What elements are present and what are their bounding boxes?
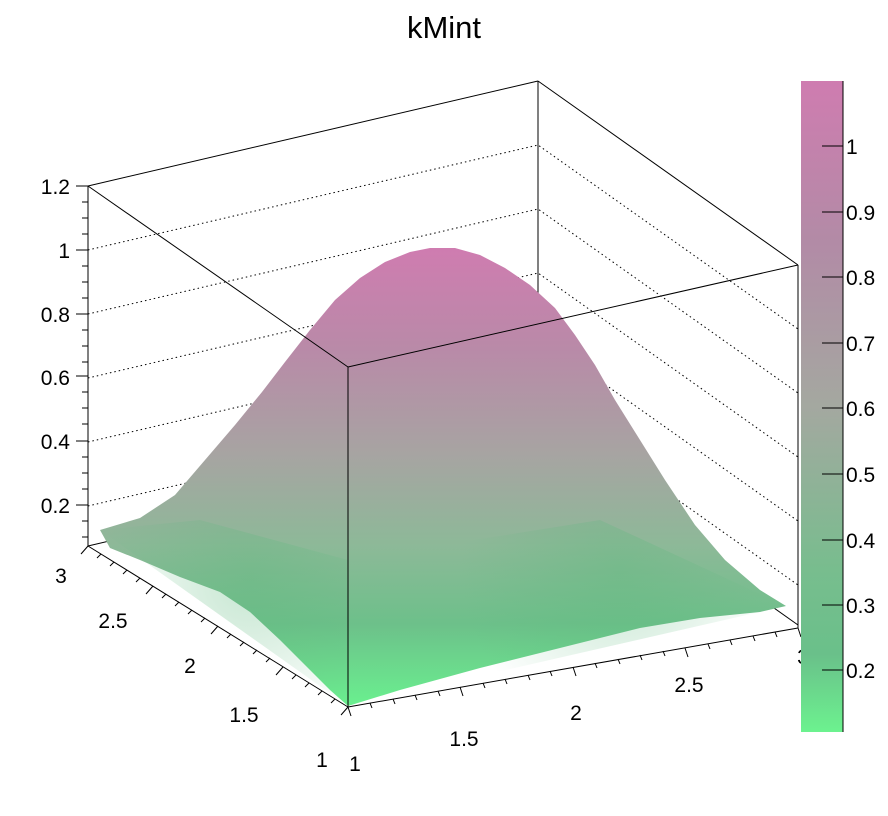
svg-text:2: 2 <box>570 702 582 725</box>
svg-text:3: 3 <box>55 565 67 588</box>
svg-text:1.2: 1.2 <box>41 176 70 199</box>
x-axis <box>347 627 802 717</box>
svg-text:1: 1 <box>349 753 361 776</box>
svg-text:0.3: 0.3 <box>846 595 875 618</box>
svg-text:1: 1 <box>58 240 70 263</box>
front-box <box>87 185 799 708</box>
color-bar-labels: 1 0.9 0.8 0.7 0.6 0.5 0.4 0.3 0.2 <box>846 136 876 683</box>
svg-text:0.2: 0.2 <box>41 495 70 518</box>
y-axis <box>80 545 349 716</box>
svg-text:0.4: 0.4 <box>846 530 876 553</box>
svg-text:0.9: 0.9 <box>846 202 875 225</box>
svg-text:2.5: 2.5 <box>98 610 127 633</box>
svg-text:2: 2 <box>184 655 196 678</box>
svg-text:0.6: 0.6 <box>41 367 70 390</box>
surface <box>100 248 786 706</box>
svg-text:0.5: 0.5 <box>846 464 875 487</box>
svg-text:1.5: 1.5 <box>229 704 258 727</box>
color-bar <box>801 81 844 732</box>
svg-text:1: 1 <box>316 749 328 772</box>
svg-text:0.2: 0.2 <box>846 660 875 683</box>
svg-text:0.6: 0.6 <box>846 398 875 421</box>
svg-text:0.8: 0.8 <box>41 304 70 327</box>
svg-text:2.5: 2.5 <box>674 674 703 697</box>
svg-text:0.8: 0.8 <box>846 267 875 290</box>
z-axis-labels: 1.2 1 0.8 0.6 0.4 0.2 <box>41 176 71 518</box>
svg-text:0.4: 0.4 <box>41 431 71 454</box>
chart-title: kMint <box>406 10 482 45</box>
svg-text:0.7: 0.7 <box>846 333 875 356</box>
color-bar-ticks <box>822 145 843 671</box>
svg-text:1.5: 1.5 <box>449 728 478 751</box>
svg-text:1: 1 <box>846 136 858 159</box>
z-axis <box>76 185 88 538</box>
y-axis-labels: 3 2.5 2 1.5 1 <box>55 565 328 772</box>
